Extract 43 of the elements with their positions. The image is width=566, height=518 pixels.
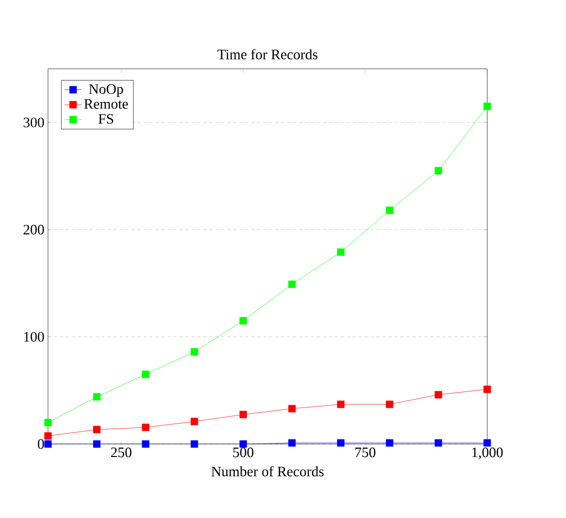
point [93, 426, 100, 434]
point [240, 410, 247, 418]
point [44, 440, 52, 448]
point [190, 440, 198, 448]
point [44, 418, 52, 426]
x-tick-label: 500 [233, 448, 254, 458]
point [386, 206, 394, 214]
point [190, 348, 198, 356]
point [483, 439, 491, 447]
legend-label: NoOp [88, 84, 124, 97]
point [288, 404, 296, 412]
y-tick-label: 300 [24, 118, 44, 128]
point [386, 439, 394, 447]
x-tick-label: 750 [355, 448, 376, 458]
point [44, 432, 52, 440]
point [93, 440, 100, 448]
point [142, 424, 150, 432]
point [434, 439, 442, 447]
point [337, 400, 344, 408]
y-tick-label: 0 [38, 439, 44, 449]
point [483, 102, 491, 110]
point [288, 280, 296, 288]
point [240, 440, 247, 448]
x-axis-title: Number of Records [211, 466, 324, 476]
legend-label: FS [98, 114, 114, 124]
x-tick-label: 1,000 [472, 448, 503, 460]
point [142, 440, 150, 448]
point [434, 391, 442, 398]
y-tick-label: 100 [24, 332, 44, 342]
point [337, 439, 344, 447]
chart-title: Time for Records [218, 49, 318, 60]
point [142, 370, 150, 378]
legend-label: Remote [84, 99, 128, 109]
point [483, 386, 491, 394]
y-tick-label: 200 [24, 224, 44, 234]
point [434, 166, 442, 174]
x-tick-label: 250 [111, 448, 132, 458]
point [190, 418, 198, 426]
point [288, 439, 296, 447]
point [240, 317, 247, 324]
point [386, 400, 394, 408]
point [93, 393, 100, 401]
point [337, 248, 344, 256]
